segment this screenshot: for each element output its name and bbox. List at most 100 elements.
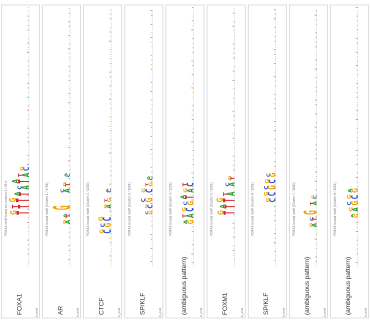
noise-mark: [315, 225, 317, 227]
noise-mark: [315, 122, 317, 123]
noise-mark: [356, 69, 358, 71]
motif-panel: FOXA1 FOXA1 motif found at Location 1 / 3…: [1, 4, 40, 319]
noise-mark: [109, 210, 112, 212]
noise-mark: [109, 143, 112, 145]
noise-mark: [68, 249, 71, 251]
noise-mark: [28, 92, 29, 93]
noise-mark: [150, 166, 153, 168]
noise-mark: [315, 10, 317, 11]
panel-name: SP/KLF: [263, 293, 270, 315]
noise-mark: [191, 47, 194, 49]
motif-letter: A: [219, 204, 227, 208]
noise-mark: [151, 19, 153, 21]
motif-letter: G: [144, 204, 149, 209]
noise-mark: [192, 82, 194, 84]
noise-mark: [150, 68, 153, 70]
noise-mark: [233, 88, 235, 90]
noise-mark: [27, 127, 29, 129]
noise-mark: [232, 97, 235, 99]
noise-mark: [26, 51, 29, 53]
axis-label: b_prob: [199, 307, 203, 317]
noise-mark: [192, 208, 194, 210]
motif-letter: C: [349, 195, 360, 199]
motif-letter: A: [185, 188, 196, 193]
panel-title: FOXA1 bound motif (Cluster 1 / 1706): [45, 182, 49, 236]
noise-mark: [28, 231, 29, 232]
noise-mark: [68, 160, 71, 162]
noise-mark: [151, 32, 153, 34]
noise-mark: [233, 147, 235, 148]
noise-mark: [27, 47, 29, 49]
noise-mark: [315, 77, 317, 79]
noise-mark: [191, 244, 194, 246]
noise-mark: [191, 105, 194, 107]
motif-letter: A: [63, 213, 67, 218]
noise-mark: [274, 40, 276, 42]
noise-mark: [151, 225, 153, 227]
axis-label: b_prob: [240, 307, 244, 317]
panel-name: CTCF: [99, 298, 106, 315]
noise-mark: [233, 160, 235, 162]
noise-mark: [274, 13, 276, 15]
noise-mark: [26, 136, 29, 138]
noise-mark: [191, 226, 194, 228]
noise-mark: [233, 120, 235, 121]
panel-name: FOXM1: [222, 292, 229, 315]
noise-mark: [192, 65, 194, 66]
noise-mark: [233, 30, 235, 32]
noise-mark: [315, 144, 317, 146]
noise-mark: [233, 169, 235, 171]
noise-mark: [69, 169, 71, 171]
noise-mark: [27, 29, 29, 31]
noise-mark: [192, 231, 194, 232]
motif-letter: C: [107, 189, 113, 193]
noise-mark: [356, 194, 358, 196]
motif-letter: T: [66, 214, 72, 218]
noise-mark: [27, 87, 29, 89]
noise-mark: [110, 36, 112, 37]
noise-mark: [151, 59, 153, 61]
axis-label: b_prob: [281, 307, 285, 317]
noise-mark: [232, 164, 235, 166]
noise-mark: [192, 92, 194, 93]
noise-mark: [315, 86, 317, 88]
noise-mark: [232, 249, 235, 251]
motif-letter: G: [302, 210, 322, 215]
noise-mark: [109, 116, 112, 118]
motif-letter: C: [22, 167, 31, 171]
motif-letter: A: [224, 191, 237, 196]
noise-mark: [110, 219, 112, 221]
noise-mark: [69, 209, 71, 211]
motif-letter: G: [264, 191, 270, 196]
noise-mark: [233, 102, 235, 104]
noise-mark: [273, 175, 276, 176]
motif-letter: C: [267, 179, 278, 183]
noise-mark: [316, 23, 317, 25]
motif-letter: C: [183, 208, 196, 212]
noise-mark: [356, 82, 358, 84]
noise-mark: [315, 203, 317, 204]
noise-mark: [109, 255, 112, 257]
motif-letter: C: [17, 186, 23, 190]
noise-mark: [315, 113, 317, 115]
noise-mark: [27, 42, 29, 44]
noise-mark: [68, 48, 71, 50]
noise-mark: [192, 119, 194, 120]
noise-mark: [27, 74, 29, 76]
noise-mark: [109, 242, 112, 244]
noise-mark: [192, 42, 194, 44]
panel-name: (ambiguous pattern): [345, 257, 352, 315]
noise-mark: [191, 199, 194, 201]
panel-frame: [289, 4, 328, 319]
noise-mark: [150, 135, 153, 137]
noise-mark: [356, 87, 358, 89]
motif-panel: FOXM1 FOXA1 bound motif (Cluster 5 / 1002…: [206, 4, 246, 319]
noise-mark: [275, 170, 276, 172]
motif-letter: G: [100, 229, 106, 234]
noise-mark: [232, 222, 235, 224]
noise-mark: [233, 133, 235, 135]
panel-title: FOXA1 motif found at Location 1 / 35 h: [4, 181, 8, 236]
noise-mark: [274, 138, 276, 140]
noise-mark: [357, 159, 358, 161]
noise-mark: [68, 102, 71, 104]
